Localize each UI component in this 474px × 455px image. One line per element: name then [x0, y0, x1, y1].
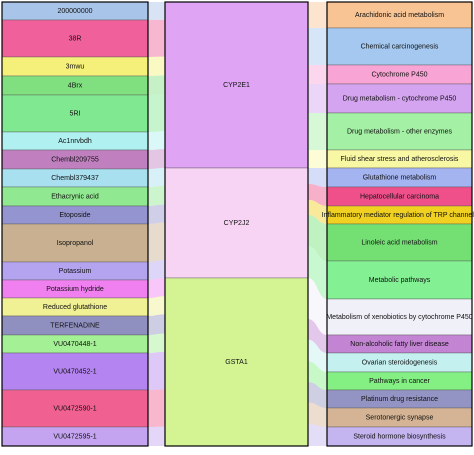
node-label: Glutathione metabolism: [363, 174, 437, 181]
node-label: Etoposide: [59, 212, 90, 219]
flow: [148, 131, 165, 150]
flow: [308, 319, 327, 353]
node-label: Potassium: [59, 268, 92, 275]
flow: [148, 56, 165, 76]
node-label: 3mwu: [66, 63, 85, 70]
flow: [148, 278, 165, 298]
node-label: 38R: [69, 35, 82, 42]
node-label: Steroid hormone biosynthesis: [353, 433, 446, 440]
flow: [148, 389, 165, 427]
flow: [308, 199, 327, 224]
flow: [308, 424, 327, 446]
node-label: Chemical carcinogenesis: [361, 43, 439, 50]
node-label: Ac1nrvbdh: [58, 138, 92, 145]
flow: [308, 113, 327, 150]
flow: [148, 222, 165, 262]
node: [164, 277, 309, 447]
flow: [308, 246, 327, 299]
node-label: CYP2J2: [224, 220, 250, 227]
flow: [308, 361, 327, 390]
flow: [148, 94, 165, 132]
node: [1, 94, 149, 133]
flow: [308, 339, 327, 372]
node-label: VU0472590-1: [53, 405, 96, 412]
node-label: Chembl379437: [51, 175, 99, 182]
node-label: Inflammatory mediator regulation of TRP …: [322, 212, 474, 219]
node: [326, 260, 473, 300]
flow: [308, 84, 327, 113]
flow: [148, 2, 165, 20]
node: [326, 112, 473, 151]
node-label: 5RI: [70, 110, 81, 117]
flow: [148, 296, 165, 316]
node-label: Metabolism of xenobiotics by cytochrome …: [326, 314, 472, 321]
node-label: Drug metabolism - cytochrome P450: [343, 95, 457, 102]
node-label: Chembl209755: [51, 156, 99, 163]
node-label: Pathways in cancer: [369, 378, 430, 385]
flow: [148, 260, 165, 280]
flow: [308, 183, 327, 206]
node-label: Ethacrynic acid: [51, 193, 99, 200]
node-label: 4Brx: [68, 82, 83, 89]
node-label: Reduced glutathione: [43, 304, 107, 311]
node-label: Drug metabolism - other enzymes: [347, 128, 453, 135]
flow: [308, 65, 327, 84]
node-label: Ovarian steroidogenesis: [362, 359, 438, 366]
node-label: GSTA1: [225, 359, 248, 366]
node: [326, 27, 473, 66]
node-label: Cytochrome P450: [371, 71, 427, 78]
node-label: VU0470452-1: [53, 368, 96, 375]
node: [1, 352, 149, 391]
node-label: Serotonergic synapse: [366, 414, 434, 421]
flow: [308, 382, 327, 408]
flow: [308, 168, 327, 187]
node-label: 200000000: [57, 8, 92, 15]
flow: [308, 150, 327, 168]
column-border: [326, 1, 473, 447]
node-label: Metabolic pathways: [369, 277, 431, 284]
node-label: Arachidonic acid metabolism: [355, 12, 444, 19]
flow: [308, 2, 327, 28]
node-label: Hepatocellular carcinoma: [360, 193, 439, 200]
node-label: VU0472595-1: [53, 433, 96, 440]
node-label: Isopropanol: [57, 240, 94, 247]
column-border: [164, 1, 309, 447]
node: [326, 1, 473, 29]
flow: [148, 185, 165, 206]
node-label: Platinum drug resistance: [361, 396, 438, 403]
flow: [148, 75, 165, 95]
node-label: Linoleic acid metabolism: [361, 239, 437, 246]
node-label: TERFENADINE: [50, 322, 100, 329]
flow: [308, 28, 327, 65]
flow: [148, 333, 165, 353]
flow: [148, 314, 165, 335]
flow: [148, 351, 165, 390]
flow: [148, 149, 165, 169]
flow: [308, 215, 327, 261]
flow: [148, 19, 165, 57]
node-label: CYP2E1: [223, 82, 250, 89]
column-border: [1, 1, 149, 447]
node: [1, 389, 149, 428]
node-label: VU0470448-1: [53, 341, 96, 348]
flow: [148, 204, 165, 224]
flow: [308, 278, 327, 335]
flow: [148, 426, 165, 446]
node: [1, 19, 149, 58]
node: [164, 167, 309, 279]
flow: [308, 402, 327, 427]
node-label: Potassium hydride: [46, 286, 104, 293]
flow: [148, 168, 165, 187]
node-label: Non-alcoholic fatty liver disease: [350, 341, 449, 348]
node-label: Fluid shear stress and atherosclerosis: [341, 156, 459, 163]
